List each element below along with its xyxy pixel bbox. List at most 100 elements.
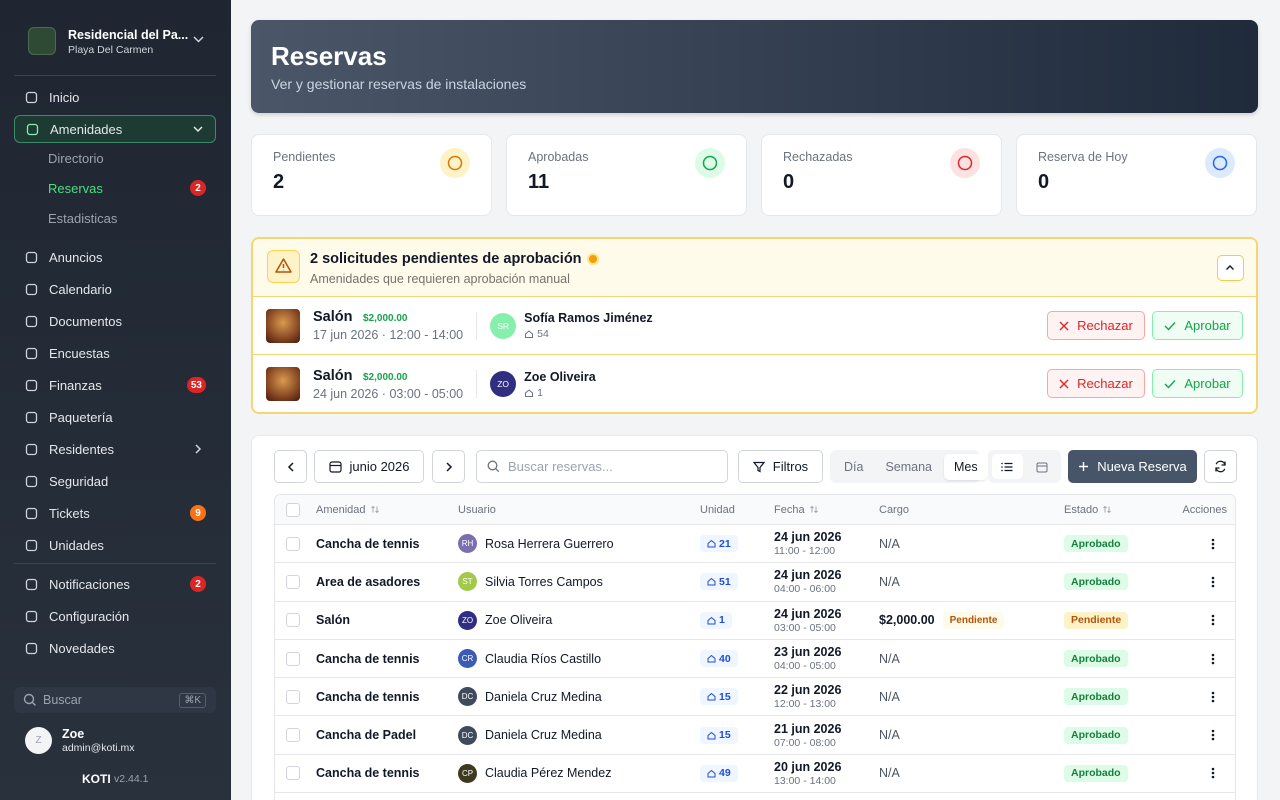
icon-part: [1211, 768, 1215, 771]
actions[interactable]: [1171, 729, 1235, 741]
nav-label: Finanzas: [49, 377, 102, 393]
nav-item[interactable]: Encuestas: [14, 339, 216, 367]
actions[interactable]: [1171, 538, 1235, 550]
actions[interactable]: [1171, 614, 1235, 626]
user-avatar[interactable]: Z: [25, 727, 52, 754]
user-avatar: SR: [490, 312, 517, 339]
row-checkbox[interactable]: [286, 689, 300, 704]
icon-part: [1226, 265, 1234, 270]
view-option[interactable]: Semana: [885, 459, 933, 474]
actions[interactable]: [1171, 576, 1235, 588]
row-checkbox[interactable]: [286, 613, 300, 628]
icon: [1211, 729, 1215, 741]
search-input[interactable]: Buscar reservas...: [476, 450, 728, 483]
reservation-date: 24 jun 2026 · 03:00 - 05:00: [313, 386, 464, 401]
row-checkbox[interactable]: [286, 574, 300, 589]
reject-label: Rechazar: [1077, 318, 1133, 333]
nav-item[interactable]: Tickets 9: [14, 499, 216, 527]
icon-part: [447, 155, 463, 171]
sidebar-search[interactable]: Buscar ⌘K: [14, 687, 216, 713]
nav-item[interactable]: Inicio: [14, 83, 216, 111]
filters-button[interactable]: Filtros: [738, 450, 823, 483]
pending-item: Salón $2,000.00 24 jun 2026 · 03:00 - 05:0…: [253, 355, 1256, 412]
table-row: Cancha de tennis CR Claudia Ríos Castillo 4…: [275, 640, 1235, 679]
divider: [14, 75, 216, 76]
view-option[interactable]: Mes: [944, 453, 988, 480]
icon: [25, 411, 38, 423]
reject-button[interactable]: Rechazar: [1047, 311, 1145, 340]
icon: [25, 91, 38, 103]
stat-label: Pendientes: [273, 150, 336, 164]
actions[interactable]: [1171, 691, 1235, 703]
row-checkbox[interactable]: [286, 651, 300, 666]
nav-label: Novedades: [49, 640, 115, 656]
icon-part: [1211, 729, 1215, 733]
icon-part: [487, 460, 498, 471]
calendar-view[interactable]: [1027, 454, 1058, 479]
icon-part: [702, 155, 718, 171]
unit-cell: 51: [700, 573, 774, 591]
row-checkbox[interactable]: [286, 766, 300, 781]
user-name: Zoe Oliveira: [524, 369, 596, 384]
list-view[interactable]: [992, 454, 1023, 479]
reject-button[interactable]: Rechazar: [1047, 369, 1145, 398]
header-checkbox[interactable]: [286, 502, 300, 517]
date-cell: 21 jun 2026 07:00 - 08:00: [774, 722, 879, 749]
icon: [445, 461, 452, 472]
unit-number: 15: [719, 729, 731, 742]
prev-month[interactable]: [274, 450, 307, 483]
amenity-name: Salón: [313, 309, 353, 325]
charge: N/A: [879, 689, 900, 704]
nav-item[interactable]: Seguridad: [14, 467, 216, 495]
reservations-panel: junio 2026 Buscar reservas... Filtros Día Se…: [251, 435, 1258, 800]
nav-item[interactable]: Anuncios: [14, 243, 216, 271]
time: 04:00 - 06:00: [774, 583, 836, 596]
approve-button[interactable]: Aprobar: [1152, 311, 1243, 340]
icon: [957, 155, 973, 171]
nav-item[interactable]: Finanzas 53: [14, 371, 216, 399]
icon-part: [1211, 542, 1215, 545]
nav-item[interactable]: Novedades: [14, 634, 216, 662]
nav-item[interactable]: Configuración: [14, 602, 216, 630]
nav-sublabel: Estadisticas: [48, 210, 118, 226]
icon: [1001, 462, 1013, 471]
icon-part: [1036, 462, 1048, 472]
new-reservation[interactable]: Nueva Reserva: [1068, 450, 1197, 483]
nav-item[interactable]: Notificaciones 2: [14, 570, 216, 598]
row-checkbox[interactable]: [286, 728, 300, 743]
icon-part: [26, 123, 39, 135]
cell: [275, 728, 316, 743]
view-option[interactable]: Día: [844, 459, 864, 474]
date: 24 jun 2026: [774, 530, 842, 545]
month-picker[interactable]: junio 2026: [314, 450, 424, 483]
icon-part: [25, 91, 38, 103]
nav-subitem[interactable]: Reservas 2: [48, 175, 216, 201]
nav-subitem[interactable]: Estadisticas: [48, 205, 216, 231]
org-name[interactable]: Residencial del Pa...: [68, 28, 189, 42]
next-month[interactable]: [432, 450, 465, 483]
date-cell: 24 jun 2026 03:00 - 05:00: [774, 607, 879, 634]
nav-item[interactable]: Unidades: [14, 531, 216, 559]
icon-part: [1211, 691, 1215, 695]
column-label: Acciones: [1182, 503, 1227, 516]
table-row: Cancha de Padel DC Daniela Cruz Medina 15 21…: [275, 716, 1235, 755]
org-chevron[interactable]: [193, 36, 204, 44]
nav-item[interactable]: Documentos: [14, 307, 216, 335]
nav-item[interactable]: Paquetería: [14, 403, 216, 431]
actions[interactable]: [1171, 767, 1235, 779]
nav-item[interactable]: Amenidades: [14, 115, 216, 143]
nav-item[interactable]: Calendario: [14, 275, 216, 303]
row-checkbox[interactable]: [286, 536, 300, 551]
refresh[interactable]: [1204, 450, 1237, 483]
nav-item[interactable]: Residentes: [14, 435, 216, 463]
icon-part: [1211, 661, 1215, 664]
avatar: RH: [458, 534, 477, 554]
approve-button[interactable]: Aprobar: [1152, 369, 1243, 398]
actions[interactable]: [1171, 653, 1235, 665]
time: 13:00 - 14:00: [774, 774, 836, 787]
collapse-button[interactable]: [1217, 255, 1244, 281]
nav-badge: 2: [190, 180, 206, 196]
icon-part: [1212, 155, 1228, 171]
nav-subitem[interactable]: Directorio: [48, 145, 216, 171]
column-label: Unidad: [700, 503, 735, 516]
